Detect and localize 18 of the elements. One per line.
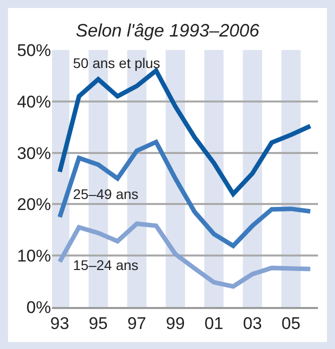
line-series	[57, 140, 313, 248]
series-label: 15–24 ans	[73, 257, 138, 273]
x-tick-label: 01	[204, 314, 224, 334]
y-tick-label: 30%	[16, 144, 51, 163]
x-tick-label: 99	[166, 314, 185, 334]
y-tick-label: 0%	[26, 298, 51, 317]
series-label: 25–49 ans	[73, 186, 138, 202]
x-tick-label: 05	[282, 314, 300, 334]
y-tick-label: 10%	[16, 246, 51, 266]
x-tick-label: 97	[127, 314, 146, 334]
y-tick-label: 40%	[16, 92, 51, 112]
x-tick-label: 95	[88, 314, 108, 334]
x-tick-label: 93	[50, 314, 70, 334]
y-tick-label: 50%	[16, 40, 51, 60]
chart-title: Selon l'âge 1993–2006	[76, 20, 260, 40]
series-label: 50 ans et plus	[73, 55, 160, 71]
x-tick-label: 03	[243, 314, 262, 334]
y-tick-label: 20%	[16, 195, 51, 214]
